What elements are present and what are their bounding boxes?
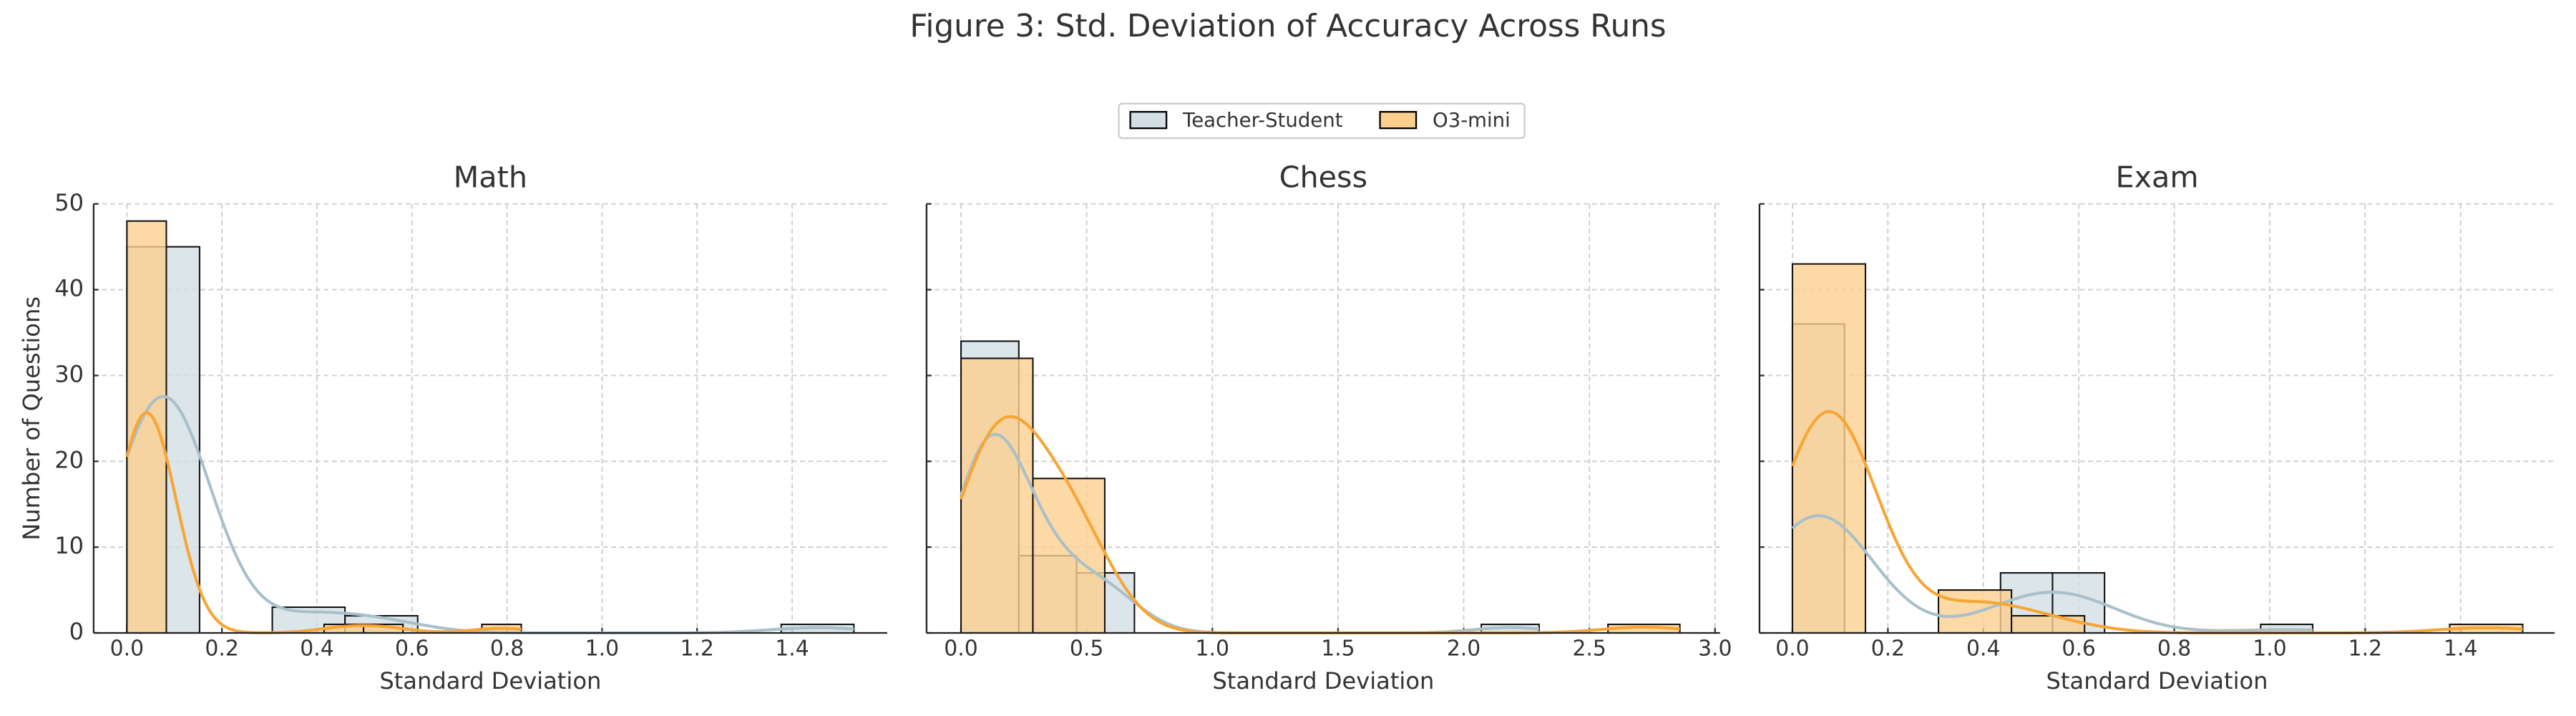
kde-curve (1791, 410, 2523, 635)
bar (126, 220, 167, 634)
x-tick-label: 0.6 (395, 636, 429, 661)
bar (2011, 614, 2086, 634)
y-tick-label: 0 (69, 618, 84, 645)
x-tick-label: 1.0 (1196, 636, 1229, 661)
x-tick-label: 0.2 (205, 636, 238, 661)
bar (1032, 478, 1106, 634)
x-tick-label: 1.0 (585, 636, 619, 661)
x-tick-label: 0.2 (1871, 636, 1905, 661)
x-tick-label: 0.5 (1070, 636, 1103, 661)
kde-curve (1791, 514, 2313, 632)
legend-swatch (1379, 111, 1418, 130)
x-tick-label: 0.8 (2157, 636, 2191, 661)
x-tick-label: 1.2 (2348, 636, 2382, 661)
y-axis-label: Number of Questions (18, 296, 45, 541)
bar (960, 357, 1034, 634)
x-tick-label: 1.2 (680, 636, 713, 661)
x-tick-label: 1.4 (775, 636, 809, 661)
legend-box (1118, 102, 1526, 140)
x-tick-label: 1.5 (1321, 636, 1355, 661)
legend-label: O3-mini (1433, 109, 1511, 132)
x-tick-label: 3.0 (1698, 636, 1732, 661)
y-tick-label: 40 (54, 275, 84, 302)
y-tick-label: 50 (54, 189, 84, 216)
x-tick-label: 1.4 (2444, 636, 2477, 661)
x-tick-label: 0.4 (300, 636, 333, 661)
bar (1791, 263, 1867, 634)
x-axis-label: Standard Deviation (1212, 667, 1434, 695)
kde-curve (125, 395, 854, 635)
x-axis-label: Standard Deviation (379, 667, 601, 695)
x-tick-label: 0.8 (490, 636, 524, 661)
x-tick-label: 0.4 (1966, 636, 2000, 661)
x-tick-label: 2.0 (1447, 636, 1480, 661)
legend-label: Teacher-Student (1182, 109, 1343, 132)
legend-swatch (1129, 111, 1168, 130)
y-tick-label: 20 (54, 446, 84, 473)
y-tick-label: 30 (54, 360, 84, 387)
y-tick-label: 10 (54, 532, 84, 559)
panel-title: Chess (1279, 160, 1368, 194)
panel-title: Math (454, 160, 527, 194)
x-tick-label: 1.0 (2253, 636, 2286, 661)
x-axis-label: Standard Deviation (2046, 667, 2268, 695)
x-tick-label: 0.0 (110, 636, 144, 661)
kde-curve (125, 411, 522, 634)
x-tick-label: 0.0 (1775, 636, 1809, 661)
x-tick-label: 0.0 (944, 636, 977, 661)
panel-title: Exam (2115, 160, 2198, 194)
x-tick-label: 0.6 (2062, 636, 2095, 661)
x-tick-label: 2.5 (1572, 636, 1606, 661)
figure-title: Figure 3: Std. Deviation of Accuracy Acr… (909, 9, 1666, 44)
